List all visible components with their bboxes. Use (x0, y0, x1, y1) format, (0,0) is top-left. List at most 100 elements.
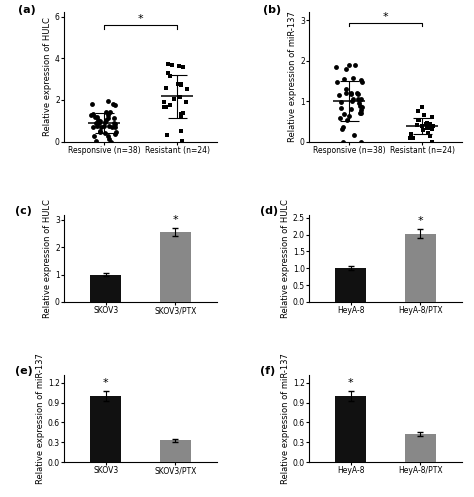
Point (110, 114, 118, 122)
Point (166, 73, 174, 81)
Point (90, 132, 98, 140)
Point (177, 113, 185, 121)
Point (424, 123, 431, 131)
Point (111, 120, 118, 128)
Point (347, 105, 355, 113)
Point (429, 122, 437, 130)
Point (355, 89, 362, 97)
Text: (a): (a) (18, 4, 36, 15)
Point (108, 138, 115, 146)
Point (111, 123, 118, 131)
Point (93, 113, 101, 121)
Point (104, 114, 112, 122)
Bar (335, 396, 366, 462)
Point (345, 61, 353, 69)
Point (415, 116, 422, 124)
Point (409, 134, 416, 142)
Point (164, 60, 172, 68)
Text: *: * (138, 14, 143, 24)
Point (104, 97, 111, 105)
Text: *: * (173, 215, 178, 225)
Bar (335, 268, 366, 302)
Point (166, 100, 173, 108)
Point (88, 100, 96, 108)
Text: *: * (383, 12, 388, 22)
Text: (f): (f) (260, 366, 275, 376)
Y-axis label: Relative expression of miR-137: Relative expression of miR-137 (288, 11, 297, 143)
Point (425, 129, 432, 137)
Point (178, 137, 186, 145)
Point (355, 95, 362, 103)
Point (160, 98, 168, 106)
Point (92, 119, 100, 127)
Point (100, 122, 108, 130)
Y-axis label: Relative expression of HULC: Relative expression of HULC (43, 199, 52, 318)
Point (358, 78, 365, 86)
Point (335, 91, 342, 99)
Point (177, 81, 185, 88)
Point (337, 114, 344, 122)
Point (91, 113, 99, 121)
Point (109, 100, 117, 108)
Bar (90, 396, 121, 462)
Point (353, 89, 361, 97)
Point (92, 138, 100, 146)
Point (419, 126, 426, 134)
Point (106, 108, 114, 116)
Point (420, 111, 428, 119)
Point (356, 109, 364, 117)
Point (96, 127, 104, 135)
Y-axis label: Relative expression of miR-137: Relative expression of miR-137 (36, 353, 45, 484)
Point (357, 106, 365, 114)
Point (110, 119, 118, 127)
Point (413, 121, 420, 129)
Point (177, 127, 184, 135)
Text: (b): (b) (263, 4, 281, 15)
Point (424, 119, 431, 127)
Point (358, 103, 366, 111)
Y-axis label: Relative expression of HULC: Relative expression of HULC (281, 199, 290, 318)
Point (90, 123, 97, 131)
Point (347, 90, 355, 98)
Text: *: * (103, 378, 109, 388)
Point (428, 113, 436, 121)
Point (169, 61, 176, 69)
Point (426, 132, 434, 140)
Y-axis label: Relative expression of HULC: Relative expression of HULC (43, 17, 52, 137)
Point (105, 136, 113, 144)
Point (338, 125, 346, 133)
Point (174, 80, 182, 88)
Point (408, 130, 415, 138)
Point (357, 95, 365, 103)
Point (162, 84, 170, 92)
Point (423, 124, 431, 132)
Point (180, 64, 187, 72)
Point (349, 95, 357, 103)
Point (342, 85, 350, 93)
Point (356, 99, 363, 107)
Point (357, 138, 365, 146)
Point (163, 103, 170, 111)
Point (357, 76, 365, 84)
Point (170, 95, 177, 103)
Point (104, 132, 112, 140)
Text: (d): (d) (260, 206, 278, 216)
Point (163, 131, 170, 139)
Point (418, 103, 426, 111)
Point (339, 123, 347, 131)
Point (96, 119, 103, 127)
Bar (405, 434, 436, 462)
Point (109, 123, 116, 131)
Bar (160, 232, 191, 302)
Point (90, 110, 97, 118)
Point (111, 101, 119, 109)
Point (93, 122, 100, 130)
Point (337, 104, 345, 112)
Text: (c): (c) (15, 206, 32, 216)
Point (427, 123, 434, 131)
Point (343, 66, 350, 74)
Point (428, 125, 436, 133)
Point (111, 130, 118, 138)
Point (96, 128, 104, 136)
Text: *: * (418, 216, 423, 226)
